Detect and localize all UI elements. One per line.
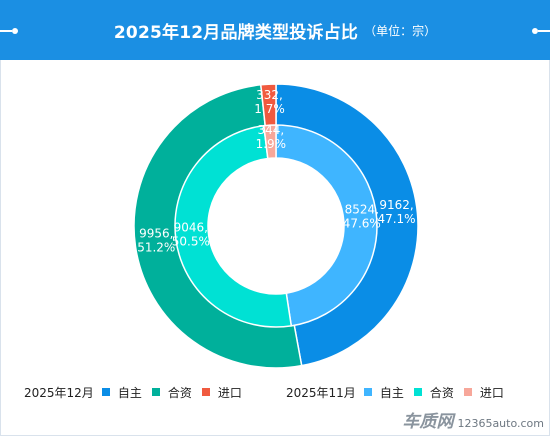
legend-nov-text-zizhu: 自主	[379, 385, 404, 400]
legend-swatch	[101, 388, 110, 396]
legend-nov-item-jinkou[interactable]: 进口	[463, 384, 504, 401]
legend-nov-text-jinkou: 进口	[479, 385, 504, 400]
title-container: 2025年12月品牌类型投诉占比 （单位：宗）	[0, 0, 550, 60]
chart-unit: （单位：宗）	[364, 23, 437, 38]
inner-label-jinkou: 344, 1.9%	[256, 123, 287, 151]
outer-label-zizhu: 9162, 47.1%	[377, 198, 415, 226]
legend-nov: 2025年11月 自主 合资 进口	[286, 383, 514, 401]
legend-dec-text-zizhu: 自主	[117, 385, 142, 400]
inner-label-hezi: 9046, 50.5%	[172, 221, 210, 249]
legend-dec-item-jinkou[interactable]: 进口	[201, 384, 242, 401]
inner-slice-jinkou[interactable]	[263, 124, 277, 160]
inner-slice-zizhu[interactable]	[275, 124, 378, 327]
legend-dec-text-jinkou: 进口	[217, 385, 242, 400]
legend-dec-item-hezi[interactable]: 合资	[151, 384, 192, 401]
donut-labels: 9162, 47.1% 9956, 51.2% 332, 1.7% 8524, 47.6% 90…	[137, 88, 415, 254]
legend-swatch	[363, 388, 372, 396]
title-bar-dot-left	[12, 28, 18, 34]
legend-dec-label: 2025年12月	[24, 385, 94, 400]
chart-title: 2025年12月品牌类型投诉占比	[113, 22, 359, 43]
title-bar-rule-right	[538, 30, 550, 32]
legend-dec: 2025年12月 自主 合资 进口	[24, 383, 252, 401]
outer-label-hezi: 9956, 51.2%	[137, 226, 175, 254]
watermark-url: 12365auto.com	[457, 417, 544, 430]
legend-nov-label: 2025年11月	[286, 385, 356, 400]
legend-dec-text-hezi: 合资	[167, 385, 192, 400]
legend-swatch	[463, 388, 472, 396]
watermark: 车质网 12365auto.com	[402, 407, 544, 432]
legend-nov-item-hezi[interactable]: 合资	[413, 384, 454, 401]
title-bar-dot-right	[532, 28, 538, 34]
legend-swatch	[413, 388, 422, 396]
legend-dec-item-zizhu[interactable]: 自主	[101, 384, 142, 401]
legend-swatch	[151, 388, 160, 396]
legend-nov-item-zizhu[interactable]: 自主	[363, 384, 404, 401]
watermark-logo: 车质网	[402, 412, 454, 432]
title-bar-rule-left	[0, 30, 12, 32]
donut-slices	[133, 83, 419, 369]
inner-slice-hezi[interactable]	[174, 124, 293, 328]
inner-label-zizhu: 8524, 47.6%	[343, 202, 381, 230]
outer-label-jinkou: 332, 1.7%	[254, 88, 285, 116]
legend-swatch	[201, 388, 210, 396]
legend-nov-text-hezi: 合资	[429, 385, 454, 400]
title-bar	[0, 0, 550, 60]
